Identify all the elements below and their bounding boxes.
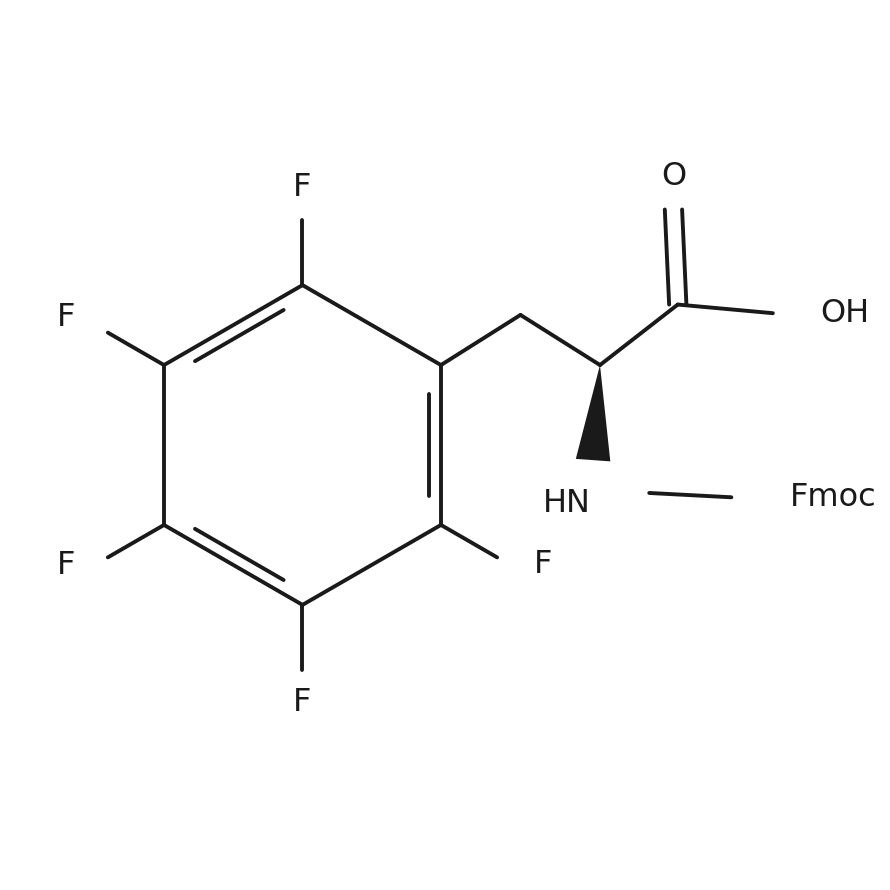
Text: O: O [661, 161, 686, 192]
Text: F: F [533, 549, 552, 579]
Text: Fmoc: Fmoc [790, 481, 877, 513]
Text: F: F [57, 551, 75, 581]
Polygon shape [576, 365, 611, 461]
Text: F: F [57, 302, 75, 333]
Text: F: F [294, 687, 311, 718]
Text: HN: HN [543, 488, 591, 519]
Text: OH: OH [821, 297, 870, 328]
Text: F: F [294, 172, 311, 203]
